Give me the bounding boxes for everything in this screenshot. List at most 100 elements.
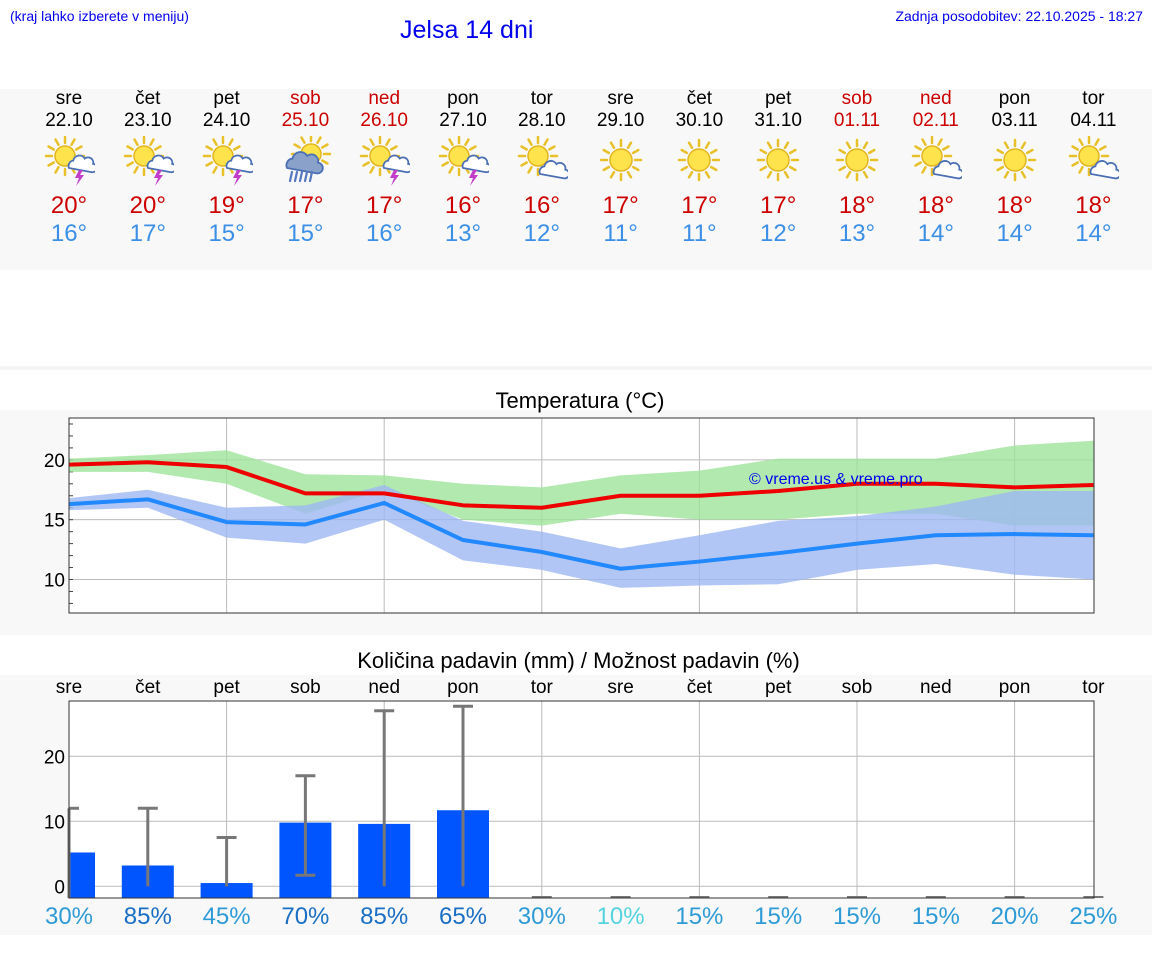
sun-thunder-icon: [359, 136, 411, 186]
day-column: tor 04.11 18° 14°: [1054, 88, 1132, 248]
day-date: 23.10: [124, 110, 172, 131]
day-name: čet: [686, 88, 713, 109]
day-date: 04.11: [1070, 110, 1117, 131]
temp-max: 16°: [444, 192, 482, 219]
max-temp-line: [68, 460, 1094, 510]
day-column: sre 29.10 17° 11°: [582, 88, 660, 248]
sun-rain-icon: [285, 136, 332, 183]
precip-probability: 15%: [832, 903, 882, 930]
x-tick-label: tor: [1082, 677, 1105, 698]
x-tick-label: sre: [607, 677, 633, 698]
temp-min: 11°: [682, 220, 717, 247]
precipitation-chart-title: Količina padavin (mm) / Možnost padavin …: [357, 648, 800, 673]
temp-min: 12°: [760, 220, 797, 247]
precip-bar: [200, 883, 253, 898]
day-name: pet: [764, 88, 792, 109]
sun-icon: [993, 138, 1036, 182]
x-tick-label: tor: [531, 677, 554, 698]
day-date: 02.11: [912, 110, 959, 131]
plot-frame: [68, 700, 1095, 899]
day-date: 27.10: [439, 110, 487, 131]
temp-min: 11°: [603, 220, 638, 247]
y-tick-label: 10: [44, 571, 65, 592]
day-date: 28.10: [518, 110, 566, 131]
precip-bar: [69, 852, 95, 898]
x-tick-label: ned: [920, 677, 952, 698]
temp-min: 14°: [996, 220, 1033, 247]
day-column: sob 01.11 18° 13°: [818, 88, 896, 248]
sun-icon: [599, 138, 642, 182]
sun-icon: [678, 138, 721, 182]
sun-thunder-icon: [44, 136, 95, 186]
day-name: sre: [607, 88, 634, 109]
day-column: čet 23.10 20° 17°: [109, 88, 187, 248]
day-date: 30.10: [675, 110, 724, 131]
temp-max: 17°: [760, 192, 797, 219]
temp-min: 13°: [838, 220, 876, 247]
day-name: ned: [368, 88, 401, 109]
day-name: tor: [530, 88, 553, 109]
precip-probability: 15%: [911, 903, 960, 930]
plot-area: [69, 701, 1094, 898]
temp-max: 17°: [602, 192, 639, 219]
day-name: sob: [290, 88, 321, 109]
sun-cloud-icon: [911, 136, 962, 180]
day-column: ned 02.11 18° 14°: [897, 88, 975, 248]
temp-min: 12°: [523, 220, 560, 247]
plot-frame: [68, 417, 1095, 614]
x-tick-label: ned: [368, 677, 400, 698]
sun-thunder-icon: [123, 136, 174, 186]
sun-cloud-icon: [1069, 136, 1120, 180]
temperature-chart-title: Temperatura (°C): [495, 388, 665, 413]
day-name: sre: [55, 88, 83, 109]
x-tick-label: čet: [687, 677, 713, 698]
y-tick-label: 10: [44, 812, 65, 833]
page-title: Jelsa 14 dni: [400, 16, 534, 44]
day-column: tor 28.10 16° 12°: [503, 88, 581, 248]
day-name: sob: [841, 88, 873, 109]
sun-rain-icon: [285, 136, 332, 183]
sun-thunder-icon: [438, 136, 489, 186]
day-name: pet: [213, 88, 240, 109]
sun-thunder-icon: [359, 136, 411, 186]
x-tick-label: sob: [842, 677, 873, 698]
x-tick-label: sre: [56, 677, 82, 698]
precip-probability: 25%: [1069, 903, 1118, 930]
day-column: pon 03.11 18° 14°: [976, 88, 1054, 248]
sun-icon: [756, 138, 800, 182]
sun-cloud-icon: [1069, 136, 1120, 180]
location-hint[interactable]: (kraj lahko izberete v meniju): [10, 8, 189, 24]
temp-max: 18°: [996, 192, 1033, 219]
min-temp-range: [69, 484, 1094, 588]
x-tick-label: sob: [290, 677, 321, 698]
sun-thunder-icon: [44, 136, 95, 186]
precip-probability: 15%: [754, 903, 803, 930]
precip-probability: 85%: [360, 903, 409, 930]
precip-probability: 20%: [990, 903, 1039, 930]
sun-thunder-icon: [202, 136, 253, 186]
sun-cloud-icon: [911, 136, 962, 180]
temp-min: 16°: [50, 220, 88, 247]
sun-cloud-icon: [517, 136, 568, 180]
temp-min: 17°: [129, 220, 166, 247]
day-date: 31.10: [754, 110, 802, 131]
x-tick-label: pon: [447, 677, 479, 698]
daily-forecast: sre 22.10 20° 16° čet 23.10 20° 17° pet 24.10 19° 1…: [0, 88, 1152, 268]
sun-icon: [756, 138, 800, 182]
temp-max: 19°: [208, 192, 245, 219]
sun-icon: [835, 138, 879, 182]
temp-min: 15°: [287, 220, 324, 247]
sun-icon: [835, 138, 879, 182]
day-column: pon 27.10 16° 13°: [424, 88, 502, 248]
precip-probability: 85%: [123, 903, 172, 930]
y-tick-label: 20: [44, 451, 65, 472]
day-date: 29.10: [596, 110, 645, 131]
temp-min: 16°: [366, 220, 403, 247]
precip-probability: 70%: [281, 903, 330, 930]
last-updated: Zadnja posodobitev: 22.10.2025 - 18:27: [895, 8, 1143, 24]
day-date: 26.10: [360, 110, 408, 131]
temp-min: 15°: [208, 220, 245, 247]
day-column: sre 22.10 20° 16°: [30, 88, 108, 248]
sun-cloud-icon: [517, 136, 568, 180]
temperature-chart: 10 15 20 © vreme.us & vreme.pro: [44, 417, 1095, 614]
